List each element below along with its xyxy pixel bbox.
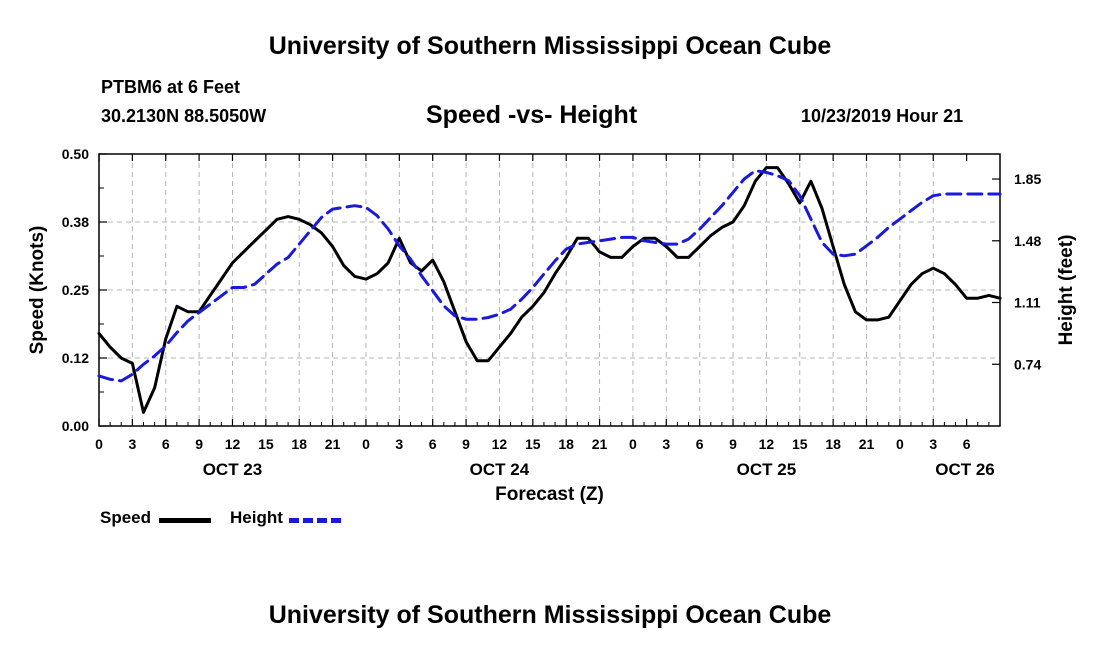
y-tick-label: 0.12 [62, 350, 89, 366]
x-tick-label: 6 [696, 436, 704, 452]
station-name: PTBM6 at 6 Feet [101, 77, 241, 97]
y2-axis-title: Height (feet) [1056, 235, 1077, 346]
x-tick-label: 18 [558, 436, 574, 452]
x-tick-label: 3 [128, 436, 136, 452]
date-label: OCT 23 [203, 460, 263, 479]
station-location: 30.2130N 88.5050W [101, 106, 267, 126]
y2-tick-label: 0.74 [1014, 356, 1041, 372]
x-tick-label: 18 [825, 436, 841, 452]
page-title-bottom: University of Southern Mississippi Ocean… [268, 601, 832, 629]
x-tick-label: 21 [859, 436, 875, 452]
speed-series-line [97, 166, 1002, 414]
x-tick-label: 15 [525, 436, 541, 452]
x-tick-label: 21 [325, 436, 341, 452]
x-tick-label: 6 [162, 436, 170, 452]
x-tick-label: 12 [492, 436, 508, 452]
y2-tick-label: 1.85 [1014, 171, 1041, 187]
y-axis-title: Speed (Knots) [27, 226, 48, 355]
y-tick-label: 0.00 [62, 418, 89, 434]
x-tick-label: 0 [896, 436, 904, 452]
x-tick-label: 9 [462, 436, 470, 452]
x-tick-label: 9 [195, 436, 203, 452]
x-tick-label: 3 [929, 436, 937, 452]
x-tick-label: 0 [362, 436, 370, 452]
chart-title: Speed -vs- Height [426, 101, 638, 129]
legend-height-label: Height [230, 508, 283, 527]
date-label: OCT 24 [470, 460, 530, 479]
x-tick-label: 12 [225, 436, 241, 452]
x-tick-label: 3 [662, 436, 670, 452]
y2-tick-label: 1.11 [1014, 295, 1041, 311]
x-tick-label: 18 [291, 436, 307, 452]
page-title-top: University of Southern Mississippi Ocean… [268, 32, 832, 60]
legend-speed-label: Speed [100, 508, 152, 527]
x-tick-label: 9 [729, 436, 737, 452]
x-tick-label: 15 [792, 436, 808, 452]
date-label: OCT 26 [935, 460, 995, 479]
y-tick-label: 0.25 [62, 282, 89, 298]
x-tick-label: 3 [395, 436, 403, 452]
legend-speed-swatch [159, 518, 211, 523]
forecast-datetime: 10/23/2019 Hour 21 [801, 106, 964, 126]
x-tick-label: 6 [963, 436, 971, 452]
x-tick-label: 21 [592, 436, 608, 452]
x-tick-label: 12 [759, 436, 775, 452]
date-label: OCT 25 [737, 460, 797, 479]
x-tick-label: 6 [429, 436, 437, 452]
x-tick-label: 15 [258, 436, 274, 452]
x-axis-title: Forecast (Z) [495, 484, 604, 505]
x-tick-label: 0 [95, 436, 103, 452]
height-series-line [97, 169, 1002, 383]
y-tick-label: 0.50 [62, 146, 89, 162]
legend-height-swatch [289, 518, 341, 523]
y-tick-label: 0.38 [62, 214, 89, 230]
y2-tick-label: 1.48 [1014, 233, 1041, 249]
x-tick-label: 0 [629, 436, 637, 452]
